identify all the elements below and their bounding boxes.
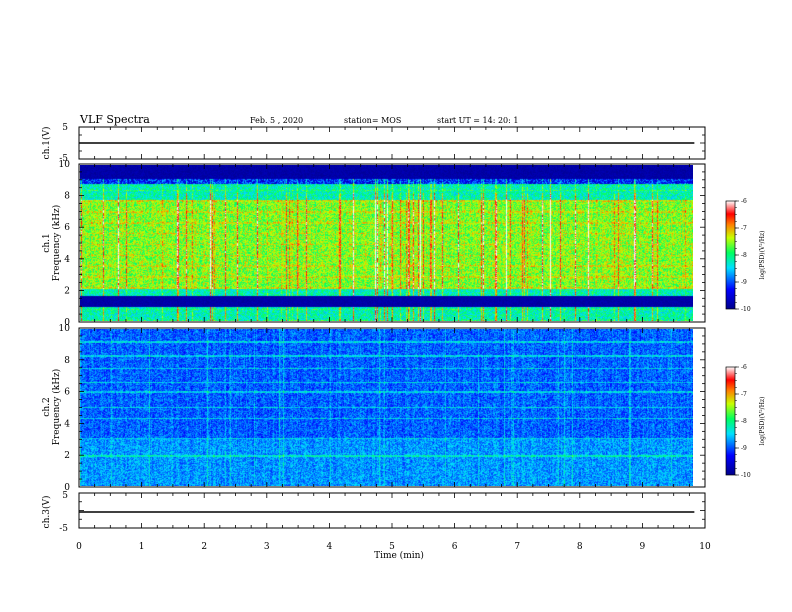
ch1-frequency-ticklabels: 0 2 4 6 8 10 (59, 160, 71, 328)
time-tick-label: 5 (389, 542, 395, 552)
ch1-colorbar-label: log(PSD)(V²/Hz) (759, 231, 766, 280)
frequency-tick-label: 6 (64, 388, 70, 398)
colorbar-tick-label: -8 (741, 418, 747, 425)
ch1-voltage-panel: 5 -5 ch.1(V) (41, 123, 706, 164)
time-tick-label: 9 (640, 542, 646, 552)
ch3-voltage-ticks (78, 492, 706, 529)
ch1-colorbar: -6 -7 -8 -9 -10 log(PSD)(V²/Hz) (725, 198, 766, 313)
date-label: Feb. 5 , 2020 (250, 116, 303, 125)
time-axis-label: Time (min) (374, 550, 424, 561)
ch1-colorbar-gradient (725, 200, 736, 310)
time-tick-label: 10 (699, 542, 711, 552)
frequency-tick-label: 10 (59, 160, 71, 170)
ch1-voltage-ticks (78, 126, 706, 160)
ch1-voltage-ylabel: ch.1(V) (41, 127, 52, 160)
ch1-colorbar-ticks: -6 -7 -8 -9 -10 (735, 198, 751, 313)
colorbar-tick-label: -7 (741, 225, 747, 232)
time-tick-label: 7 (514, 542, 520, 552)
colorbar-tick-label: -8 (741, 252, 747, 259)
ch3-voltage-ylabel: ch.3(V) (41, 496, 52, 529)
colorbar-tick-label: -10 (741, 472, 751, 479)
ch1-spectrogram-ylabel: ch.1 (42, 233, 52, 252)
frequency-tick-label: 4 (64, 255, 70, 265)
time-tick-label: 6 (452, 542, 458, 552)
colorbar-tick-label: -10 (741, 306, 751, 313)
time-tick-label: 0 (76, 542, 82, 552)
colorbar-tick-label: -9 (741, 445, 747, 452)
ch2-spectrogram-ylabel: ch.2 (42, 397, 52, 416)
colorbar-tick-label: -9 (741, 279, 747, 286)
ch3-voltage-frame (78, 492, 706, 529)
ch3-ytick-5: 5 (62, 491, 68, 501)
ch2-spectrogram-ticks (78, 327, 706, 488)
ch2-colorbar-label: log(PSD)(V²/Hz) (759, 397, 766, 446)
ch2-spectrogram-panel: 0 2 4 6 8 10 ch.2 Frequency (kHz) (42, 324, 706, 493)
ch3-voltage-panel: 5 -5 ch.3(V) (41, 491, 706, 534)
ch1-ytick-5: 5 (62, 123, 68, 133)
ch2-colorbar-ticks: -6 -7 -8 -9 -10 (735, 364, 751, 479)
ch1-spectrogram-ticks (78, 163, 706, 323)
frequency-tick-label: 0 (64, 318, 70, 328)
time-tick-label: 8 (577, 542, 583, 552)
colorbar-tick-label: -6 (741, 364, 747, 371)
ch1-ytick-neg5: -5 (59, 154, 68, 164)
ch1-spectrogram-image (80, 165, 693, 321)
frequency-tick-label: 2 (64, 286, 70, 296)
frequency-tick-label: 8 (64, 356, 70, 366)
ch2-frequency-ticklabels: 0 2 4 6 8 10 (59, 324, 71, 493)
frequency-tick-label: 6 (64, 223, 70, 233)
colorbar-tick-label: -6 (741, 198, 747, 205)
station-label: station= MOS (344, 116, 401, 125)
time-tick-label: 4 (327, 542, 333, 552)
frequency-tick-label: 10 (59, 324, 71, 334)
ch2-colorbar-gradient (725, 366, 736, 476)
ch3-ytick-neg5: -5 (59, 524, 68, 534)
start-time-label: start UT = 14: 20: 1 (437, 116, 518, 125)
ch2-colorbar: -6 -7 -8 -9 -10 log(PSD)(V²/Hz) (725, 364, 766, 479)
time-tick-label: 1 (139, 542, 145, 552)
ch1-spectrogram-panel: 0 2 4 6 8 10 ch.1 Frequency (kHz) (42, 160, 706, 328)
figure-title: VLF Spectra (79, 113, 150, 126)
ch2-frequency-axis-label: Frequency (kHz) (51, 369, 62, 446)
frequency-tick-label: 2 (64, 451, 70, 461)
time-tick-label: 2 (201, 542, 207, 552)
frequency-tick-label: 0 (64, 483, 70, 493)
time-axis-ticklabels: 0 1 2 3 4 5 6 7 8 9 10 (76, 542, 711, 552)
frequency-tick-label: 4 (64, 419, 70, 429)
ch1-frequency-axis-label: Frequency (kHz) (51, 205, 62, 282)
frequency-tick-label: 8 (64, 192, 70, 202)
ch2-spectrogram-image (80, 329, 693, 486)
colorbar-tick-label: -7 (741, 391, 747, 398)
time-tick-label: 3 (264, 542, 270, 552)
